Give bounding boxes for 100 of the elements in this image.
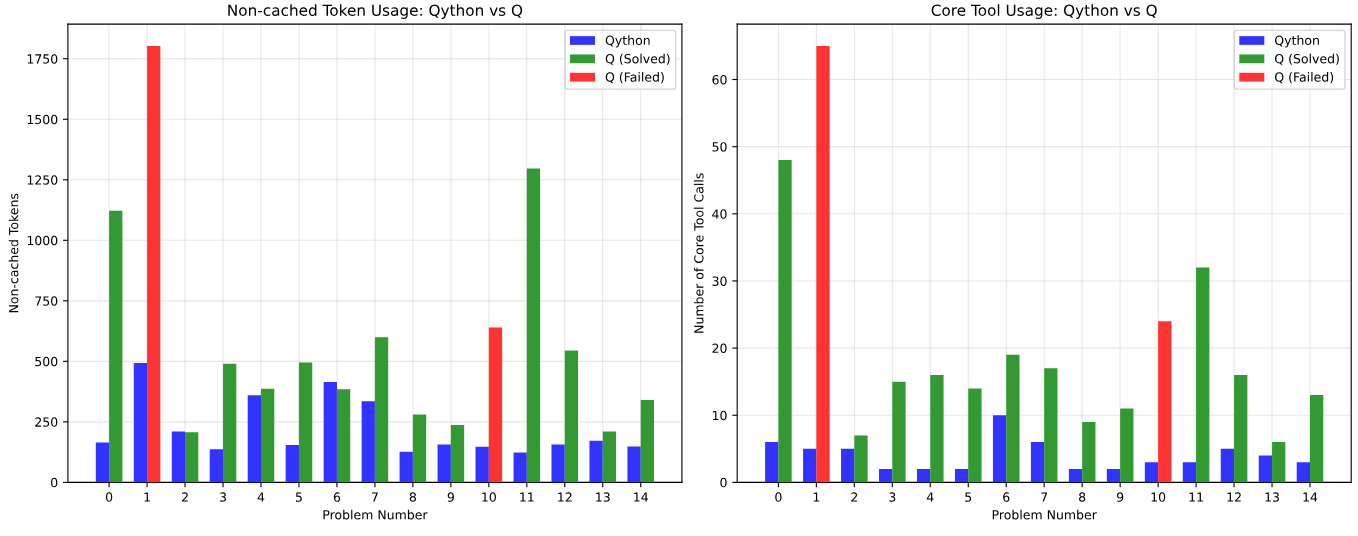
y-tick-label: 1500	[27, 114, 58, 125]
bar	[602, 431, 617, 483]
x-tick-label: 14	[1303, 492, 1318, 502]
x-tick-label: 1	[144, 492, 150, 502]
y-tick-label: 1000	[27, 235, 58, 246]
y-tick-label: 0	[51, 477, 58, 488]
bar	[323, 381, 337, 483]
x-tick-label: 7	[1041, 492, 1048, 502]
y-axis-title: Number of Core Tool Calls	[693, 173, 704, 333]
y-tick-label: 10	[712, 410, 727, 421]
y-tick-label: 1750	[27, 54, 58, 64]
bar	[778, 160, 792, 483]
bar	[1120, 408, 1134, 483]
bar	[399, 451, 413, 483]
bar	[1144, 462, 1159, 483]
bar	[1296, 462, 1311, 483]
bar	[1310, 395, 1324, 483]
bar	[147, 45, 161, 483]
bar	[589, 440, 603, 483]
bar	[209, 449, 224, 483]
x-tick-label: 12	[1227, 492, 1241, 502]
bar	[803, 448, 817, 483]
x-tick-label: 8	[1079, 492, 1086, 502]
x-tick-label: 7	[371, 492, 378, 502]
bar	[841, 448, 855, 483]
bar	[450, 425, 465, 483]
legend-label: Qython	[1275, 35, 1319, 48]
bar	[285, 444, 299, 483]
x-tick-label: 3	[220, 492, 226, 502]
bar	[1258, 455, 1273, 483]
bar	[551, 444, 565, 483]
x-tick-label: 0	[775, 492, 782, 502]
x-axis-title: Problem Number	[992, 509, 1097, 520]
bar	[475, 446, 489, 483]
bar	[185, 432, 199, 483]
bar	[1272, 442, 1286, 483]
bar	[298, 362, 313, 483]
x-tick-label: 12	[558, 492, 572, 502]
bar	[1082, 421, 1096, 483]
x-tick-label: 5	[965, 492, 972, 502]
x-tick-label: 8	[409, 492, 417, 502]
bar	[916, 468, 931, 483]
bar	[1234, 374, 1248, 483]
bar	[816, 45, 830, 483]
bar	[1006, 354, 1020, 483]
y-tick-label: 50	[712, 142, 727, 152]
x-tick-label: 11	[520, 492, 534, 502]
y-tick-label: 20	[712, 343, 727, 354]
x-axis-title: Problem Number	[323, 509, 428, 520]
bar	[930, 374, 944, 483]
y-tick-label: 0	[720, 477, 727, 488]
x-tick-label: 9	[447, 492, 454, 502]
y-tick-label: 60	[712, 74, 727, 85]
x-tick-label: 11	[1189, 492, 1203, 502]
x-tick-label: 4	[257, 492, 265, 502]
legend-label: Qython	[605, 35, 650, 48]
bar	[247, 395, 261, 483]
bar	[513, 452, 527, 483]
bar	[133, 363, 148, 483]
bar	[223, 363, 237, 483]
x-tick-label: 6	[1003, 492, 1010, 502]
bar	[412, 414, 427, 483]
bar	[437, 444, 451, 483]
bar	[361, 401, 375, 483]
bar	[95, 442, 110, 483]
x-tick-label: 1	[813, 492, 820, 502]
y-tick-label: 750	[35, 296, 58, 306]
chart-title: Core Tool Usage: Qython vs Q	[931, 4, 1157, 19]
bar	[374, 337, 389, 483]
x-tick-label: 13	[1265, 492, 1279, 502]
bar	[1182, 462, 1197, 483]
x-tick-label: 2	[181, 492, 188, 502]
bar	[1030, 442, 1045, 483]
legend-label: Q (Failed)	[605, 72, 664, 84]
x-tick-label: 0	[105, 492, 113, 502]
bar	[564, 350, 579, 483]
y-tick-label: 250	[35, 417, 58, 427]
bar	[954, 468, 969, 483]
bar	[640, 400, 655, 483]
legend-label: Q (Solved)	[1275, 53, 1339, 65]
x-tick-label: 14	[634, 492, 648, 502]
x-tick-label: 4	[926, 492, 934, 502]
y-tick-label: 1250	[27, 175, 58, 185]
bar	[1068, 468, 1083, 483]
x-tick-label: 6	[333, 492, 341, 502]
bar	[879, 468, 893, 483]
bar	[260, 388, 275, 483]
y-tick-label: 40	[712, 209, 727, 219]
legend-label: Q (Failed)	[1275, 72, 1334, 84]
bar	[854, 435, 868, 483]
bar	[627, 446, 641, 483]
bar	[1158, 321, 1172, 483]
bar	[109, 210, 123, 483]
legend-label: Q (Solved)	[605, 53, 670, 65]
bar	[526, 168, 541, 483]
y-axis-title: Non-cached Tokens	[8, 193, 19, 313]
x-tick-label: 2	[851, 492, 858, 502]
bar	[765, 442, 779, 483]
chart-title: Non-cached Token Usage: Qython vs Q	[228, 4, 523, 19]
x-tick-label: 9	[1116, 492, 1124, 502]
